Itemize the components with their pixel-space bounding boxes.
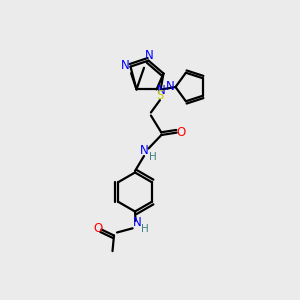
Text: O: O <box>94 221 103 235</box>
Text: N: N <box>132 216 141 230</box>
Text: H: H <box>141 224 149 234</box>
Text: N: N <box>166 80 175 94</box>
Text: N: N <box>121 59 130 72</box>
Text: N: N <box>145 49 154 62</box>
Text: H: H <box>148 152 156 162</box>
Text: O: O <box>176 126 185 139</box>
Text: N: N <box>157 83 166 97</box>
Text: N: N <box>140 143 148 157</box>
Text: S: S <box>156 88 164 102</box>
